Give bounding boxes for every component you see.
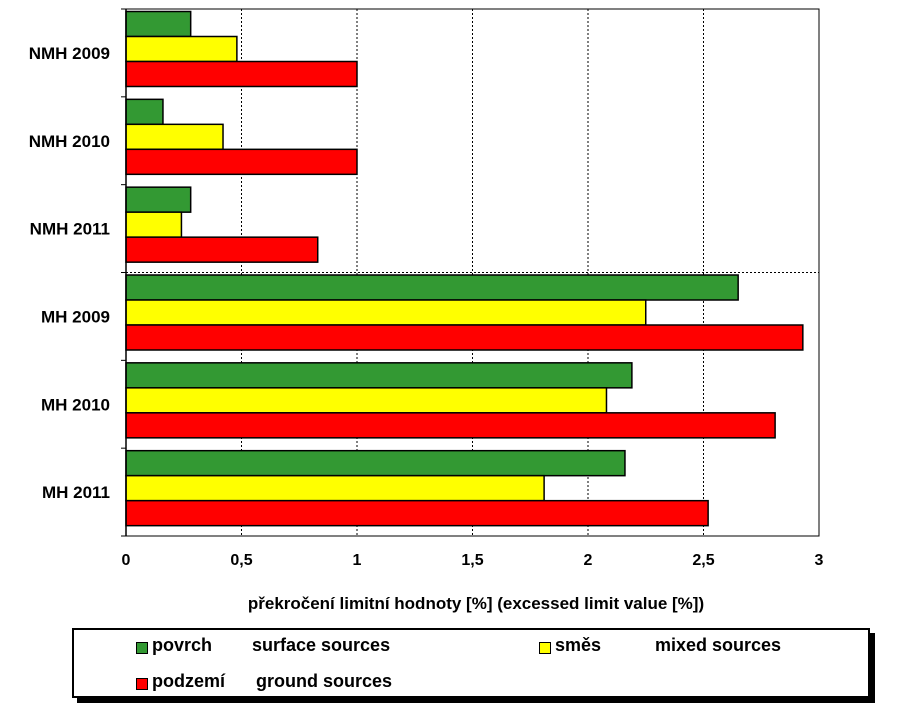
legend-swatch-surface	[136, 642, 148, 654]
legend-label-ground: podzemí	[152, 671, 226, 691]
bar	[125, 412, 776, 439]
bar	[125, 186, 192, 213]
bar	[125, 123, 224, 151]
legend-label-ground-en: ground sources	[256, 671, 393, 691]
category-labels: NMH 2009 NMH 2010 NMH 2011 MH 2009 MH 2010 MH…	[29, 44, 110, 502]
bar	[125, 211, 183, 238]
bar	[125, 148, 358, 176]
bar	[125, 60, 358, 88]
bar	[125, 449, 626, 477]
x-tick-label: 1,5	[461, 552, 483, 569]
category-label: MH 2010	[41, 395, 110, 414]
plot-frame	[121, 8, 820, 537]
legend: povrch surface sources směs mixed source…	[72, 628, 870, 698]
x-tick-labels: 0 0,5 1 1,5 2 2,5 3	[122, 552, 824, 569]
bar	[125, 474, 545, 502]
legend-label-mixed-en: mixed sources	[655, 635, 782, 655]
legend-swatch-ground	[136, 678, 148, 690]
legend-label-surface-en: surface sources	[252, 635, 391, 655]
category-label: MH 2009	[41, 307, 110, 326]
bar-chart: NMH 2009 NMH 2010 NMH 2011 MH 2009 MH 2010 MH…	[29, 8, 824, 613]
x-tick-label: 3	[815, 552, 824, 569]
category-label: MH 2011	[42, 483, 110, 502]
category-label: NMH 2009	[29, 44, 110, 63]
category-label: NMH 2011	[30, 220, 110, 239]
category-label: NMH 2010	[29, 132, 110, 151]
bar	[125, 499, 709, 527]
bars	[125, 10, 804, 527]
legend-label-mixed: směs	[555, 635, 602, 655]
bar	[125, 274, 739, 301]
x-tick-label: 1	[353, 552, 362, 569]
x-tick-label: 0,5	[230, 552, 252, 569]
legend-swatch-mixed	[539, 642, 551, 654]
bar	[125, 299, 647, 326]
bar	[125, 324, 804, 351]
bar	[125, 35, 238, 63]
bar	[125, 236, 319, 263]
bar	[125, 98, 164, 126]
x-tick-label: 0	[122, 552, 131, 569]
bar	[125, 10, 192, 38]
x-tick-label: 2,5	[692, 552, 714, 569]
x-axis-title: překročení limitní hodnoty [%] (excessed…	[248, 594, 704, 613]
x-tick-label: 2	[584, 552, 593, 569]
bar	[125, 387, 608, 414]
legend-label-surface: povrch	[152, 635, 213, 655]
bar	[125, 362, 633, 389]
